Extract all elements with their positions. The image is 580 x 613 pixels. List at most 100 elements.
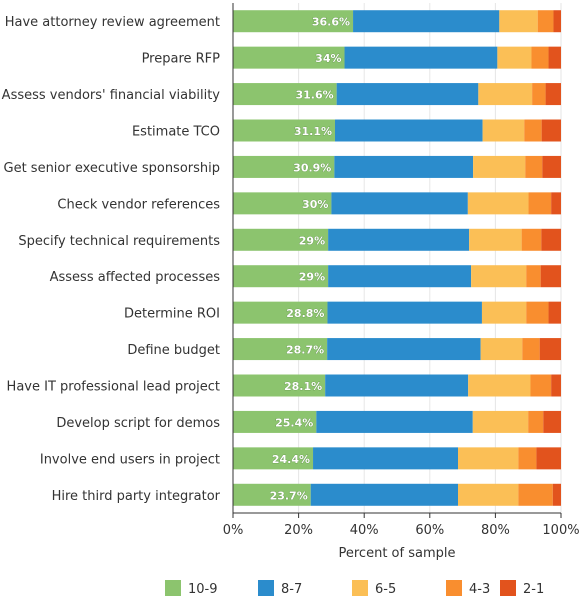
bar-segment-8-7 <box>316 410 473 433</box>
bar-segment-10-9 <box>233 265 329 288</box>
bar-segment-8-7 <box>353 10 500 33</box>
bar-segment-2-1 <box>552 483 561 506</box>
data-label: 36.6% <box>312 16 350 29</box>
bar-segment-6-5 <box>473 155 526 178</box>
bar-segment-6-5 <box>468 374 531 397</box>
bars-layer <box>233 10 561 506</box>
bar-segment-4-3 <box>518 447 537 470</box>
bar-segment-10-9 <box>233 155 335 178</box>
legend-swatch <box>446 580 462 596</box>
bar-segment-4-3 <box>522 338 540 361</box>
bar-segment-10-9 <box>233 83 337 106</box>
legend-swatch <box>500 580 516 596</box>
bar-segment-2-1 <box>541 119 561 142</box>
bar-segment-4-3 <box>524 119 542 142</box>
bar-segment-2-1 <box>551 192 561 215</box>
data-label: 28.1% <box>284 380 322 393</box>
category-label: Assess affected processes <box>50 270 221 285</box>
bar-segment-8-7 <box>328 228 470 251</box>
bar-segment-8-7 <box>331 192 468 215</box>
bar-segment-8-7 <box>325 374 469 397</box>
x-tick-label: 0% <box>223 523 244 538</box>
legend-label: 4-3 <box>469 582 490 597</box>
x-tick-label: 40% <box>350 523 379 538</box>
bar-segment-4-3 <box>526 265 541 288</box>
bar-segment-8-7 <box>335 119 483 142</box>
bar-segment-2-1 <box>548 46 561 69</box>
bar-segment-4-3 <box>532 83 546 106</box>
x-tick-label: 60% <box>415 523 444 538</box>
bar-segment-2-1 <box>536 447 561 470</box>
bar-segment-8-7 <box>336 83 479 106</box>
category-label: Hire third party integrator <box>52 489 221 504</box>
category-label: Determine ROI <box>124 307 220 322</box>
legend-label: 10-9 <box>188 582 218 597</box>
data-label: 24.4% <box>272 453 310 466</box>
data-label: 25.4% <box>275 416 313 429</box>
bar-segment-2-1 <box>548 301 561 324</box>
data-label: 28.7% <box>286 344 324 357</box>
data-label: 31.1% <box>294 125 332 138</box>
bar-segment-2-1 <box>540 265 561 288</box>
bar-segment-2-1 <box>551 374 561 397</box>
bar-segment-6-5 <box>471 265 527 288</box>
data-label: 23.7% <box>270 489 308 502</box>
category-label: Estimate TCO <box>132 125 220 140</box>
bar-segment-10-9 <box>233 338 328 361</box>
bar-segment-4-3 <box>526 301 549 324</box>
bar-segment-8-7 <box>313 447 459 470</box>
bar-segment-8-7 <box>327 338 481 361</box>
bar-segment-10-9 <box>233 46 345 69</box>
category-label: Get senior executive sponsorship <box>4 161 221 176</box>
category-label: Assess vendors' financial viability <box>2 88 221 103</box>
x-axis-title: Percent of sample <box>339 546 456 561</box>
bar-segment-6-5 <box>472 410 529 433</box>
bar-segment-10-9 <box>233 447 314 470</box>
bar-segment-10-9 <box>233 119 336 142</box>
bar-segment-10-9 <box>233 374 326 397</box>
bar-segment-2-1 <box>542 155 561 178</box>
bar-segment-6-5 <box>480 338 523 361</box>
bar-segment-4-3 <box>518 483 553 506</box>
bar-segment-6-5 <box>478 83 533 106</box>
bar-segment-4-3 <box>531 46 549 69</box>
axis-layer: 0% 20% 40% 60% 80% 100% <box>223 3 580 538</box>
labels-layer: Have attorney review agreement 36.6% Prepa… <box>2 15 351 504</box>
category-label: Define budget <box>127 343 220 358</box>
bar-segment-6-5 <box>458 483 519 506</box>
bar-segment-2-1 <box>553 10 561 33</box>
category-label: Involve end users in project <box>40 452 220 467</box>
bar-segment-6-5 <box>497 46 532 69</box>
legend-label: 6-5 <box>375 582 396 597</box>
bar-segment-4-3 <box>525 155 543 178</box>
bar-segment-8-7 <box>310 483 459 506</box>
data-label: 34% <box>315 52 341 65</box>
bar-segment-2-1 <box>543 410 561 433</box>
bar-segment-4-3 <box>521 228 542 251</box>
bar-segment-10-9 <box>233 10 354 33</box>
data-label: 30% <box>302 198 328 211</box>
grid-layer <box>298 3 562 513</box>
bar-segment-4-3 <box>530 374 552 397</box>
bar-segment-8-7 <box>327 301 482 324</box>
legend-swatch <box>165 580 181 596</box>
legend-swatch <box>352 580 368 596</box>
bar-segment-4-3 <box>537 10 554 33</box>
bar-segment-2-1 <box>545 83 561 106</box>
bar-segment-2-1 <box>539 338 561 361</box>
legend-label: 2-1 <box>523 582 544 597</box>
bar-segment-10-9 <box>233 410 317 433</box>
bar-segment-8-7 <box>344 46 498 69</box>
bar-segment-8-7 <box>328 265 472 288</box>
bar-segment-8-7 <box>334 155 474 178</box>
bar-segment-6-5 <box>458 447 519 470</box>
bar-segment-10-9 <box>233 192 332 215</box>
bar-segment-2-1 <box>541 228 561 251</box>
bar-segment-4-3 <box>528 192 552 215</box>
category-label: Prepare RFP <box>142 52 221 67</box>
bar-segment-6-5 <box>467 192 529 215</box>
bar-segment-10-9 <box>233 301 328 324</box>
bar-segment-10-9 <box>233 483 311 506</box>
category-label: Check vendor references <box>57 197 220 212</box>
